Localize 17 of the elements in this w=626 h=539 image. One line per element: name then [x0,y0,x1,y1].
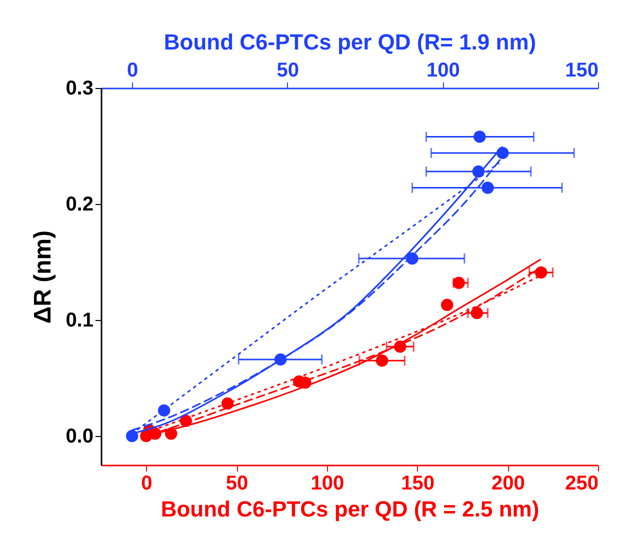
x2-axis-title: Bound C6-PTCs per QD (R= 1.9 nm) [164,30,536,54]
x-tick-label: 50 [226,472,248,494]
x2-tick-label: 0 [127,60,138,82]
x-tick-label: 100 [310,472,344,494]
x2-tick-label: 50 [276,60,299,82]
y-tick-label: 0.2 [66,194,94,216]
y-tick-label: 0.1 [66,310,94,332]
x-tick-label: 250 [565,472,598,494]
y-axis-title: ΔR (nm) [30,230,57,324]
x2-tick-label: 150 [565,60,598,82]
x2-tick-label: 100 [426,60,460,82]
y-tick-label: 0.3 [66,78,94,100]
x-tick-label: 200 [491,472,525,494]
y-tick-label: 0.0 [66,426,94,448]
x-tick-label: 0 [141,472,152,494]
x-axis-title: Bound C6-PTCs per QD (R = 2.5 nm) [160,496,540,522]
x-tick-label: 150 [401,472,434,494]
